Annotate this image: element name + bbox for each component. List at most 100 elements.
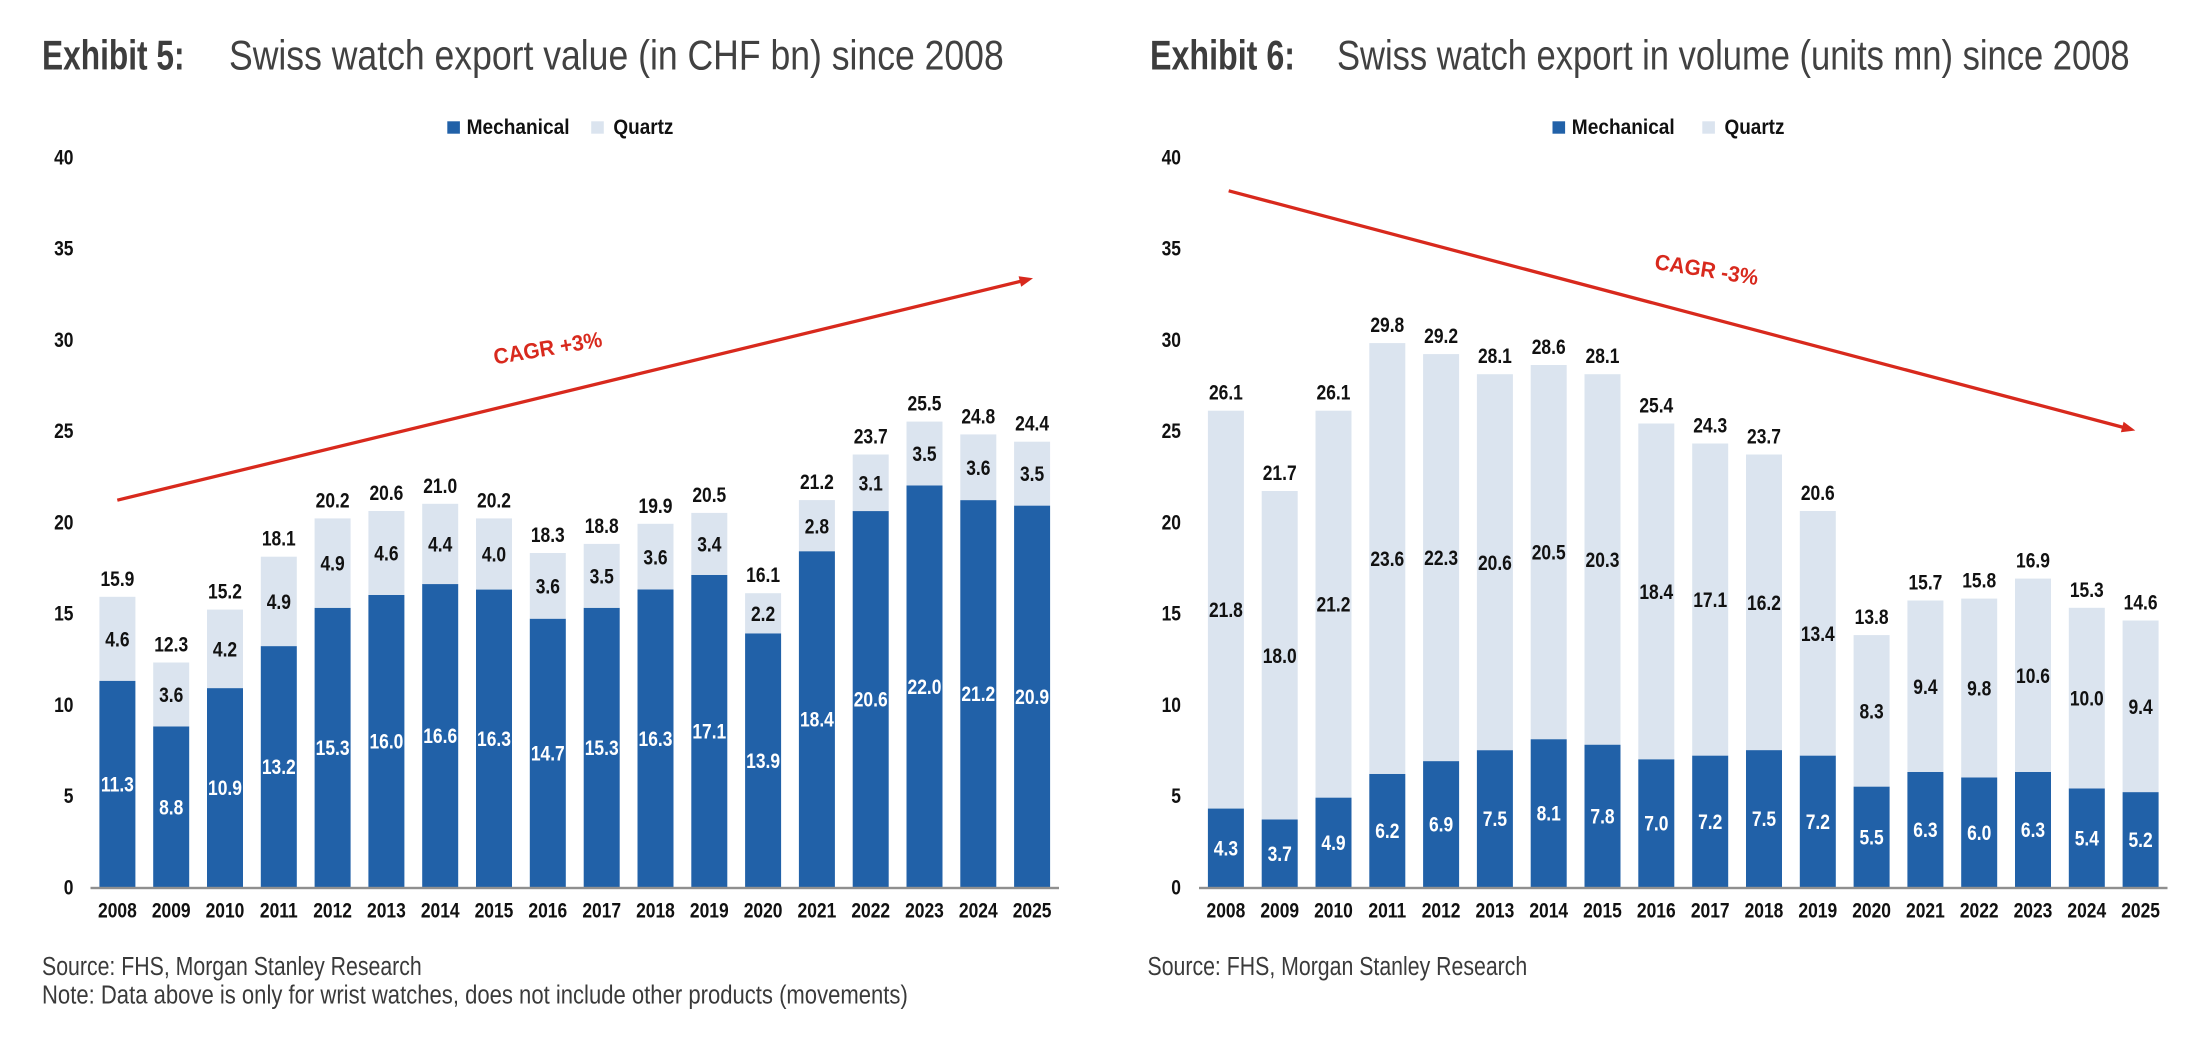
svg-text:Swiss watch export in volume (: Swiss watch export in volume (units mn) … [1337, 32, 2130, 79]
svg-text:CAGR +3%: CAGR +3% [492, 327, 604, 369]
svg-text:7.5: 7.5 [1483, 809, 1507, 832]
svg-text:9.8: 9.8 [1967, 678, 1991, 701]
svg-text:Quartz: Quartz [613, 116, 673, 139]
svg-text:8.3: 8.3 [1859, 701, 1883, 724]
svg-text:2.8: 2.8 [805, 516, 829, 539]
svg-text:21.2: 21.2 [800, 472, 834, 495]
svg-text:10.6: 10.6 [2016, 665, 2050, 688]
svg-text:2008: 2008 [98, 900, 137, 923]
svg-text:26.1: 26.1 [1317, 382, 1351, 405]
svg-text:2013: 2013 [1476, 900, 1515, 923]
svg-text:2014: 2014 [1529, 900, 1568, 923]
svg-text:13.2: 13.2 [262, 757, 296, 780]
svg-text:21.8: 21.8 [1209, 600, 1243, 623]
svg-text:4.9: 4.9 [267, 592, 291, 615]
svg-text:6.3: 6.3 [2021, 820, 2045, 843]
svg-text:5.5: 5.5 [1859, 827, 1883, 850]
svg-text:24.3: 24.3 [1693, 415, 1727, 438]
svg-text:5: 5 [64, 786, 74, 809]
svg-text:16.1: 16.1 [746, 565, 780, 588]
svg-text:3.1: 3.1 [859, 473, 883, 496]
svg-text:2018: 2018 [1745, 900, 1784, 923]
svg-text:18.3: 18.3 [531, 525, 565, 548]
svg-text:6.2: 6.2 [1375, 821, 1399, 844]
svg-text:20.6: 20.6 [369, 483, 403, 506]
svg-text:18.8: 18.8 [585, 515, 619, 538]
svg-text:3.5: 3.5 [1020, 464, 1044, 487]
svg-text:4.2: 4.2 [213, 639, 237, 662]
svg-text:20: 20 [1162, 512, 1181, 535]
svg-text:15: 15 [1162, 603, 1182, 626]
svg-text:12.3: 12.3 [154, 634, 188, 657]
svg-text:2017: 2017 [1691, 900, 1730, 923]
svg-text:35: 35 [1162, 238, 1182, 261]
svg-text:2012: 2012 [1422, 900, 1461, 923]
svg-text:8.1: 8.1 [1537, 803, 1561, 826]
svg-text:20.5: 20.5 [692, 484, 726, 507]
svg-text:25.4: 25.4 [1639, 395, 1673, 418]
svg-text:29.8: 29.8 [1370, 315, 1404, 338]
svg-text:14.6: 14.6 [2124, 592, 2158, 615]
svg-text:23.6: 23.6 [1370, 549, 1404, 572]
svg-text:20.6: 20.6 [1801, 483, 1835, 506]
svg-text:7.2: 7.2 [1698, 811, 1722, 834]
svg-text:3.4: 3.4 [697, 534, 721, 557]
svg-text:30: 30 [1162, 329, 1181, 352]
svg-text:Mechanical: Mechanical [467, 116, 570, 139]
svg-text:2019: 2019 [1798, 900, 1837, 923]
svg-text:15.3: 15.3 [585, 738, 619, 761]
svg-text:2.2: 2.2 [751, 603, 775, 626]
svg-text:3.5: 3.5 [590, 566, 614, 589]
svg-text:20.2: 20.2 [316, 490, 350, 513]
svg-text:22.0: 22.0 [908, 676, 942, 699]
svg-text:3.6: 3.6 [966, 457, 990, 480]
svg-text:Source: FHS, Morgan Stanley Re: Source: FHS, Morgan Stanley Research [42, 952, 422, 982]
svg-text:2018: 2018 [636, 900, 675, 923]
svg-text:21.7: 21.7 [1263, 463, 1297, 486]
svg-text:16.2: 16.2 [1747, 592, 1781, 615]
svg-text:6.9: 6.9 [1429, 814, 1453, 837]
svg-text:26.1: 26.1 [1209, 382, 1243, 405]
svg-text:CAGR -3%: CAGR -3% [1653, 250, 1760, 291]
svg-text:Exhibit 6:: Exhibit 6: [1150, 31, 1295, 78]
svg-text:2020: 2020 [744, 900, 783, 923]
svg-text:20.6: 20.6 [1478, 552, 1512, 575]
svg-text:10: 10 [54, 694, 73, 717]
svg-text:2024: 2024 [959, 900, 998, 923]
svg-text:21.2: 21.2 [961, 684, 995, 707]
svg-text:4.9: 4.9 [320, 553, 344, 576]
svg-text:9.4: 9.4 [1913, 676, 1937, 699]
svg-text:2019: 2019 [690, 900, 729, 923]
svg-text:Source: FHS, Morgan Stanley Re: Source: FHS, Morgan Stanley Research [1148, 952, 1528, 982]
svg-text:21.2: 21.2 [1317, 594, 1351, 617]
svg-text:3.6: 3.6 [536, 576, 560, 599]
svg-text:16.6: 16.6 [423, 726, 457, 749]
svg-text:2023: 2023 [2014, 900, 2053, 923]
svg-text:20.9: 20.9 [1015, 686, 1049, 709]
svg-text:4.0: 4.0 [482, 544, 506, 567]
svg-text:15: 15 [54, 603, 74, 626]
svg-text:3.5: 3.5 [912, 444, 936, 467]
svg-text:4.9: 4.9 [1321, 832, 1345, 855]
svg-text:6.0: 6.0 [1967, 822, 1991, 845]
svg-text:2011: 2011 [260, 900, 298, 923]
svg-text:18.4: 18.4 [1639, 582, 1673, 605]
svg-text:16.3: 16.3 [639, 728, 673, 751]
svg-text:Swiss watch export value (in C: Swiss watch export value (in CHF bn) sin… [229, 33, 1004, 79]
svg-text:18.1: 18.1 [262, 528, 296, 551]
svg-text:0: 0 [64, 877, 74, 900]
svg-text:25: 25 [1162, 421, 1182, 444]
svg-text:2025: 2025 [1013, 900, 1052, 923]
svg-text:25: 25 [54, 421, 74, 444]
svg-text:35: 35 [54, 238, 74, 261]
svg-text:2015: 2015 [1583, 900, 1622, 923]
svg-text:2020: 2020 [1852, 900, 1891, 923]
svg-text:23.7: 23.7 [1747, 426, 1781, 449]
svg-text:28.1: 28.1 [1478, 346, 1512, 369]
svg-text:2009: 2009 [152, 900, 191, 923]
svg-text:7.2: 7.2 [1806, 811, 1830, 834]
svg-text:2014: 2014 [421, 900, 460, 923]
svg-text:14.7: 14.7 [531, 743, 565, 766]
svg-text:4.6: 4.6 [374, 543, 398, 566]
svg-text:25.5: 25.5 [908, 393, 942, 416]
